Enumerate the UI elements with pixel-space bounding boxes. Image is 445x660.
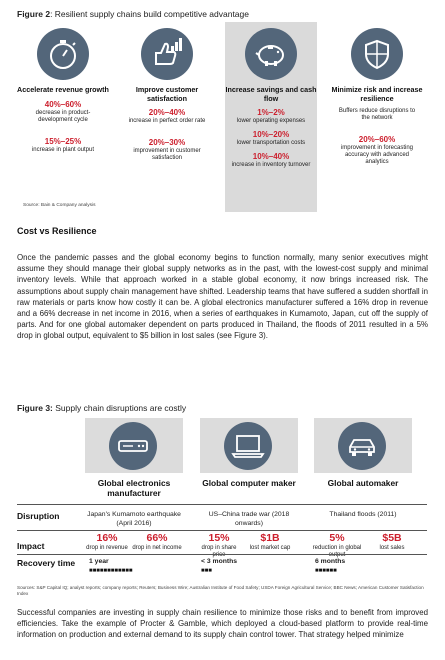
stat-desc: improvement in forecasting accuracy with… [340,145,414,165]
impact-stat: 5% reduction in global output [312,532,362,558]
company-name: Global automaker [327,478,399,488]
company-icon-panel [85,418,183,473]
figure-3-table: Global electronics manufacturer Global c… [17,418,427,578]
stat-desc: increase in inventory turnover [231,162,311,168]
stat-value: 20%–40% [148,108,186,117]
electronics-device-icon [109,422,157,470]
impact-stat: 66% drop in net income [132,532,182,551]
stopwatch-icon [37,28,89,80]
benefit-title: Minimize risk and increase resilience [331,85,423,103]
company-icon-panel [200,418,298,473]
recovery-bar: ■■■ [201,568,212,574]
benefit-column-risk: Minimize risk and increase resilience Bu… [331,22,423,212]
stat-value: 10%–20% [252,130,290,139]
company-name: Global electronics manufacturer [97,478,171,498]
stat-lead-text: Buffers reduce disruptions to the networ… [338,108,416,121]
row-divider [17,530,427,531]
benefit-column-customer: Improve customer satisfaction 20%–40% in… [121,22,213,212]
section-heading: Cost vs Resilience [17,226,97,236]
benefit-title: Increase savings and cash flow [225,85,317,103]
stat-desc: lower transportation costs [236,140,306,146]
recovery-bar: ■■■■■■ [315,568,337,574]
stat-desc: increase in plant output [31,146,95,153]
figure-3-source: Sources: S&P Capital IQ; analyst reports… [17,585,424,596]
row-label-recovery: Recovery time [17,558,76,568]
car-icon [338,422,386,470]
impact-stat: $1B lost market cap [249,532,291,551]
figure-2-infographic: Accelerate revenue growth 40%–60% decrea… [17,22,427,212]
company-icon-panel [314,418,412,473]
figure-2-title: Figure 2: Resilient supply chains build … [17,9,249,19]
impact-stat: 16% drop in revenue [86,532,128,551]
stat-desc: increase in perfect order rate [128,118,206,124]
shield-icon [351,28,403,80]
figure-3-title: Figure 3: Supply chain disruptions are c… [17,403,187,413]
stat-desc: improvement in customer satisfaction [133,148,201,161]
stat-desc: decrease in product-development cycle [35,109,91,123]
stat-value: 20%–30% [148,138,186,147]
disruption-cell: US–China trade war (2018 onwards) [208,511,290,527]
stat-desc: lower operating expenses [236,118,306,124]
disruption-cell: Thailand floods (2011) [329,511,397,518]
stat-value: 10%–40% [252,152,290,161]
recovery-cell: < 3 months ■■■ [201,558,238,574]
thumbs-up-chart-icon [141,28,193,80]
piggy-bank-icon [245,28,297,80]
disruption-cell: Japan's Kumamoto earthquake (April 2016) [87,511,181,527]
figure-2-source: Source: Bain & Company analysis [23,203,96,208]
row-label-impact: Impact [17,541,45,551]
body-paragraph-1: Once the pandemic passes and the global … [17,253,428,341]
recovery-cell: 6 months ■■■■■■ [315,558,346,574]
benefit-column-revenue: Accelerate revenue growth 40%–60% decrea… [17,22,109,212]
benefit-title: Accelerate revenue growth [17,85,109,94]
stat-value: 15%–25% [44,136,82,146]
benefit-title: Improve customer satisfaction [135,85,199,103]
stat-value: 40%–60% [44,99,82,109]
row-divider [17,504,427,505]
recovery-bar: ■■■■■■■■■■■■ [89,568,133,574]
stat-value: 20%–60% [358,135,396,144]
stat-value: 1%–2% [257,108,285,117]
laptop-icon [224,422,272,470]
impact-stat: 15% drop in share price [201,532,237,558]
recovery-cell: 1 year ■■■■■■■■■■■■ [89,558,133,574]
row-label-disruption: Disruption [17,511,60,521]
body-paragraph-2: Successful companies are investing in su… [17,608,428,640]
benefit-column-savings: Increase savings and cash flow 1%–2% low… [225,22,317,212]
company-name: Global computer maker [202,478,296,488]
row-divider [17,554,427,555]
impact-stat: $5B lost sales [379,532,405,551]
